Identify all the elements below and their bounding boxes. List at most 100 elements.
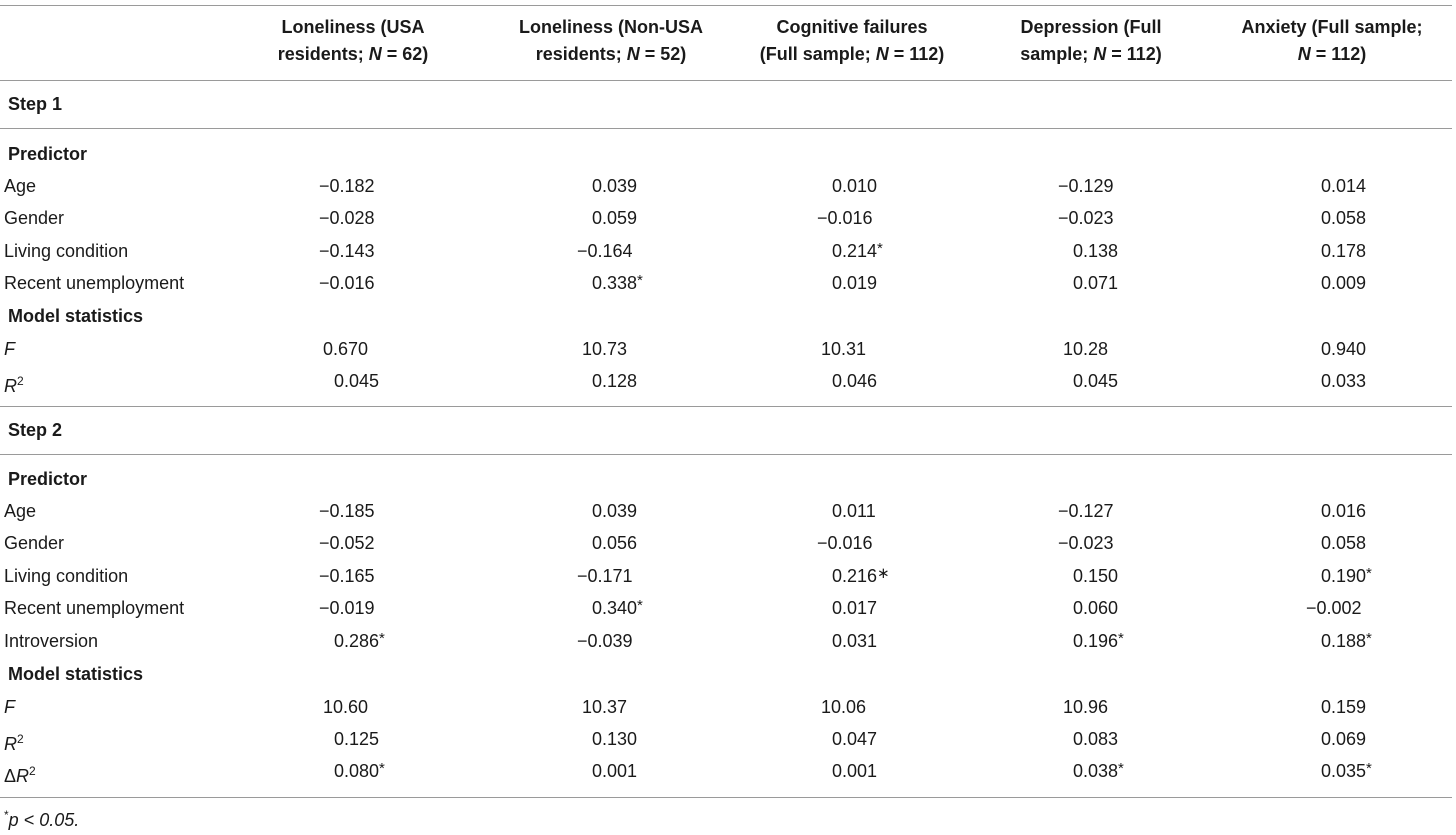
table-cell: −0.023 <box>1058 533 1114 554</box>
table-row: Gender −0.028 0.059 −0.016 −0.023 0.058 <box>0 202 1456 234</box>
table-cell: −0.016 <box>817 533 873 554</box>
table-row: Age −0.185 0.039 0.011 −0.127 0.016 <box>0 495 1456 527</box>
step1-f-row: F 0.670 10.73 10.31 10.28 0.940 <box>0 333 1456 365</box>
header-rule <box>0 80 1452 81</box>
table-cell: 0.083 <box>1073 729 1119 749</box>
column-header-1: Loneliness (USA residents; N = 62) <box>277 17 429 64</box>
table-cell: 0.038* <box>1073 760 1124 781</box>
step2-dr2-row: ΔR2 0.080* 0.001 0.001 0.038* 0.035* <box>0 755 1456 787</box>
table-cell: −0.143 <box>319 240 375 261</box>
table-cell: 0.001 <box>832 761 878 781</box>
table-cell: 0.150 <box>1073 565 1119 586</box>
table-cell: 10.73 <box>582 339 628 359</box>
table-cell: −0.127 <box>1058 501 1114 521</box>
step1-predictor-heading-row: Predictor <box>0 138 1456 170</box>
row-label: Age <box>4 176 37 196</box>
table-cell: 0.058 <box>1321 533 1367 554</box>
row-label: Gender <box>4 208 65 229</box>
step2-top-rule <box>0 406 1452 407</box>
table-cell: −0.002 <box>1306 598 1362 619</box>
column-header-4: Depression (Full sample; N = 112) <box>1020 17 1162 64</box>
row-label: F <box>4 339 15 359</box>
table-cell: 10.37 <box>582 697 628 717</box>
table-cell: 0.039 <box>592 501 638 521</box>
table-cell: 0.039 <box>592 176 638 196</box>
table-cell: 0.035* <box>1321 760 1372 781</box>
table-cell: 0.016 <box>1321 501 1367 521</box>
table-cell: 0.188* <box>1321 629 1372 651</box>
table-cell: 0.940 <box>1321 339 1367 359</box>
step1-r2-row: R2 0.045 0.128 0.046 0.045 0.033 <box>0 365 1456 397</box>
step2-predictor-heading-row: Predictor <box>0 463 1456 495</box>
top-rule <box>0 5 1452 6</box>
table-cell: 0.196* <box>1073 629 1124 651</box>
table-cell: −0.039 <box>577 630 633 651</box>
table-cell: 0.045 <box>334 371 380 391</box>
table-cell: 0.045 <box>1073 371 1119 391</box>
step1-predictor-heading: Predictor <box>8 144 88 164</box>
table-cell: −0.185 <box>319 501 375 521</box>
table-row: Living condition −0.143 −0.164 0.214* 0.138 0… <box>0 235 1456 267</box>
table-cell: −0.028 <box>319 208 375 229</box>
table-cell: −0.129 <box>1058 176 1114 196</box>
table-cell: 0.046 <box>832 371 878 391</box>
table-cell: 0.178 <box>1321 240 1367 261</box>
row-label: R2 <box>4 374 24 396</box>
table-cell: 0.138 <box>1073 240 1119 261</box>
table-cell: −0.016 <box>319 273 375 294</box>
table-cell: 10.28 <box>1063 339 1109 359</box>
table-cell: 0.125 <box>334 729 380 749</box>
row-label: Gender <box>4 533 65 554</box>
step1-title: Step 1 <box>8 94 63 114</box>
step2-title-row: Step 2 <box>0 414 1456 446</box>
row-label: Recent unemployment <box>4 598 185 619</box>
table-cell: −0.164 <box>577 240 633 261</box>
table-cell: −0.171 <box>577 565 633 586</box>
table-cell: 0.071 <box>1073 273 1119 294</box>
table-row: Introversion 0.286* −0.039 0.031 0.196* 0.188… <box>0 625 1456 657</box>
table-cell: 0.031 <box>832 630 878 651</box>
row-label: F <box>4 697 15 717</box>
table-row: Recent unemployment −0.016 0.338* 0.019 0.07… <box>0 267 1456 299</box>
step1-model-heading-row: Model statistics <box>0 300 1456 332</box>
table-cell: 0.214* <box>832 239 883 261</box>
table-row: Gender −0.052 0.056 −0.016 −0.023 0.058 <box>0 527 1456 559</box>
row-label: Introversion <box>4 630 99 651</box>
step2-model-heading: Model statistics <box>8 664 144 684</box>
table-cell: 0.019 <box>832 273 878 294</box>
table-row: Age −0.182 0.039 0.010 −0.129 0.014 <box>0 170 1456 202</box>
table-cell: 0.670 <box>323 339 369 359</box>
table-cell: −0.052 <box>319 533 375 554</box>
column-header-2: Loneliness (Non-USA residents; N = 52) <box>518 17 703 64</box>
table-cell: 10.31 <box>821 339 867 359</box>
step2-rule <box>0 454 1452 455</box>
column-header-5: Anxiety (Full sample; N = 112) <box>1241 17 1423 64</box>
table-cell: 0.060 <box>1073 598 1119 619</box>
table-cell: −0.165 <box>319 565 375 586</box>
table-cell: −0.023 <box>1058 208 1114 229</box>
footnote: *p < 0.05. <box>4 808 80 830</box>
step1-rule <box>0 128 1452 129</box>
table-cell: 10.96 <box>1063 697 1109 717</box>
table-cell: 0.069 <box>1321 729 1367 749</box>
bottom-rule <box>0 797 1452 798</box>
table-cell: 0.286* <box>334 629 385 651</box>
table-cell: 0.059 <box>592 208 638 229</box>
row-label: Recent unemployment <box>4 273 185 294</box>
table-cell: −0.019 <box>319 598 375 619</box>
table-cell: 0.011 <box>832 501 876 521</box>
table-cell: 10.60 <box>323 697 369 717</box>
step1-model-heading: Model statistics <box>8 306 144 326</box>
table-cell: 10.06 <box>821 697 867 717</box>
column-header-3: Cognitive failures (Full sample; N = 112… <box>759 17 945 64</box>
table-cell: 0.058 <box>1321 208 1367 229</box>
row-label: R2 <box>4 732 24 754</box>
step2-predictor-heading: Predictor <box>8 469 88 489</box>
table-cell: −0.016 <box>817 208 873 229</box>
row-label: Living condition <box>4 565 129 586</box>
table-row: Recent unemployment −0.019 0.340* 0.017 0.06… <box>0 592 1456 624</box>
step2-r2-row: R2 0.125 0.130 0.047 0.083 0.069 <box>0 723 1456 755</box>
table-cell: 0.216∗ <box>832 564 890 586</box>
table-cell: 0.080* <box>334 760 385 781</box>
step2-f-row: F 10.60 10.37 10.06 10.96 0.159 <box>0 691 1456 723</box>
